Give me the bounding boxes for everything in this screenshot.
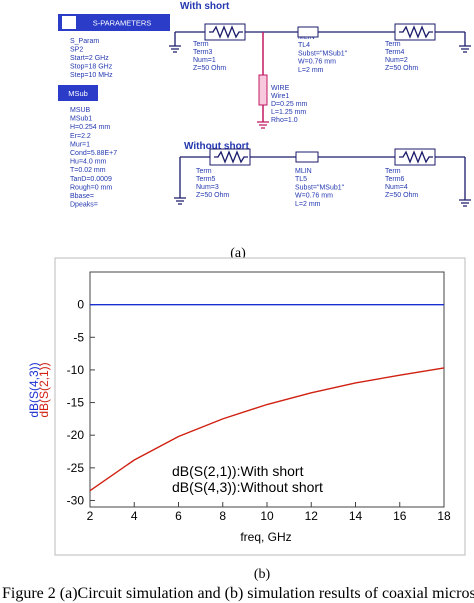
annotation: dB(S(2,1)):With short (172, 463, 304, 479)
msub-param: TanD=0.0009 (70, 176, 112, 183)
y-tick-label: -20 (67, 428, 85, 442)
msub-param: Er=2.2 (70, 133, 91, 140)
wire-element (258, 74, 268, 106)
without-short-title: Without short (184, 141, 250, 152)
resistor (214, 150, 248, 164)
figure-caption: Figure 2 (a)Circuit simulation and (b) s… (2, 585, 474, 602)
ground (459, 199, 471, 207)
term-param: Z=50 Ohm (196, 192, 229, 199)
x-axis-label: freq, GHz (240, 530, 291, 544)
ground (257, 121, 269, 129)
y-axis-label: dB(S(2,1)) (37, 362, 51, 417)
msub-param: H=0.254 mm (70, 124, 110, 131)
term-param: Term4 (385, 49, 405, 56)
term-param: Z=50 Ohm (385, 192, 418, 199)
msub-box (58, 85, 98, 101)
resistor (399, 150, 433, 164)
wire-param: Rho=1.0 (271, 117, 298, 124)
mlin-param: TL4 (298, 42, 310, 49)
mlin (295, 151, 319, 163)
msub-header: MSub (68, 89, 88, 98)
msub-param: Hu=4.0 mm (70, 159, 107, 166)
mlin-param: MLIN (295, 168, 312, 175)
ground (169, 45, 181, 53)
sparam-param: SP2 (70, 47, 83, 54)
y-tick-label: -30 (67, 493, 85, 507)
x-tick-label: 4 (131, 509, 138, 523)
msub-param: T=0.02 mm (70, 167, 106, 174)
mlin-param: W=0.76 mm (295, 193, 333, 200)
term-param: Term6 (385, 176, 405, 183)
y-axis-label: dB(S(4,3)) (27, 362, 41, 417)
annotation: dB(S(4,3)):Without short (172, 479, 323, 495)
mlin (297, 26, 319, 38)
y-tick-label: 0 (77, 298, 84, 312)
mlin-param: Subst="MSub1" (295, 184, 345, 191)
x-tick-label: 18 (437, 509, 451, 523)
x-tick-label: 10 (260, 509, 274, 523)
x-tick-label: 12 (305, 509, 319, 523)
mlin-param: W=0.76 mm (298, 59, 336, 66)
msub-param: Bbase= (70, 193, 94, 200)
x-tick-label: 2 (87, 509, 94, 523)
msub-param: MSUB (70, 107, 91, 114)
sparam-param: Step=10 MHz (70, 72, 113, 79)
ground (459, 45, 471, 53)
term-param: Term (385, 168, 401, 175)
msub-param: Mur=1 (70, 141, 90, 148)
msub-param: Cond=5.88E+7 (70, 150, 117, 157)
series-line (89, 367, 445, 492)
mlin-param: L=2 mm (298, 67, 324, 74)
sparam-param: S_Param (70, 38, 99, 45)
mlin-param: TL5 (295, 176, 307, 183)
term-param: Num=2 (385, 57, 408, 64)
wire-param: WIRE (271, 85, 290, 92)
x-tick-label: 16 (393, 509, 407, 523)
msub-param: Rough=0 mm (70, 184, 112, 191)
sparam-param: Start=2 GHz (70, 55, 109, 62)
wire-param: D=0.25 mm (271, 101, 308, 108)
y-tick-label: -10 (67, 363, 85, 377)
y-tick-label: -15 (67, 396, 85, 410)
msub-param: Dpeaks= (70, 202, 98, 209)
x-tick-label: 14 (349, 509, 363, 523)
plot-area (89, 271, 445, 508)
mlin-param: L=2 mm (295, 201, 321, 208)
term-param: Term5 (196, 176, 216, 183)
term-param: Term (193, 41, 209, 48)
wire-param: L=1.25 mm (271, 109, 306, 116)
x-tick-label: 6 (175, 509, 182, 523)
term-param: Num=4 (385, 184, 408, 191)
term-param: Num=1 (193, 57, 216, 64)
resistor (399, 25, 433, 39)
sparam-header: S-PARAMETERS (93, 19, 152, 28)
sparam-param: Stop=18 GHz (70, 64, 113, 71)
x-tick-label: 8 (219, 509, 226, 523)
resistor (209, 25, 243, 39)
y-tick-label: -5 (73, 330, 84, 344)
term-param: Z=50 Ohm (193, 65, 226, 72)
term-param: Term3 (193, 49, 213, 56)
sparam-box (58, 14, 170, 31)
caption-a: (a) (230, 246, 246, 261)
y-tick-label: -25 (67, 461, 85, 475)
term-param: Z=50 Ohm (385, 65, 418, 72)
msub-param: MSub1 (70, 116, 92, 123)
ground (174, 197, 186, 205)
term-param: Term (196, 168, 212, 175)
wire-param: Wire1 (271, 93, 289, 100)
sparam-icon (62, 16, 76, 29)
term-param: Term (385, 41, 401, 48)
caption-b: (b) (254, 567, 271, 582)
mlin-param: Subst="MSub1" (298, 50, 348, 57)
term-param: Num=3 (196, 184, 219, 191)
with-short-title: With short (180, 1, 230, 12)
